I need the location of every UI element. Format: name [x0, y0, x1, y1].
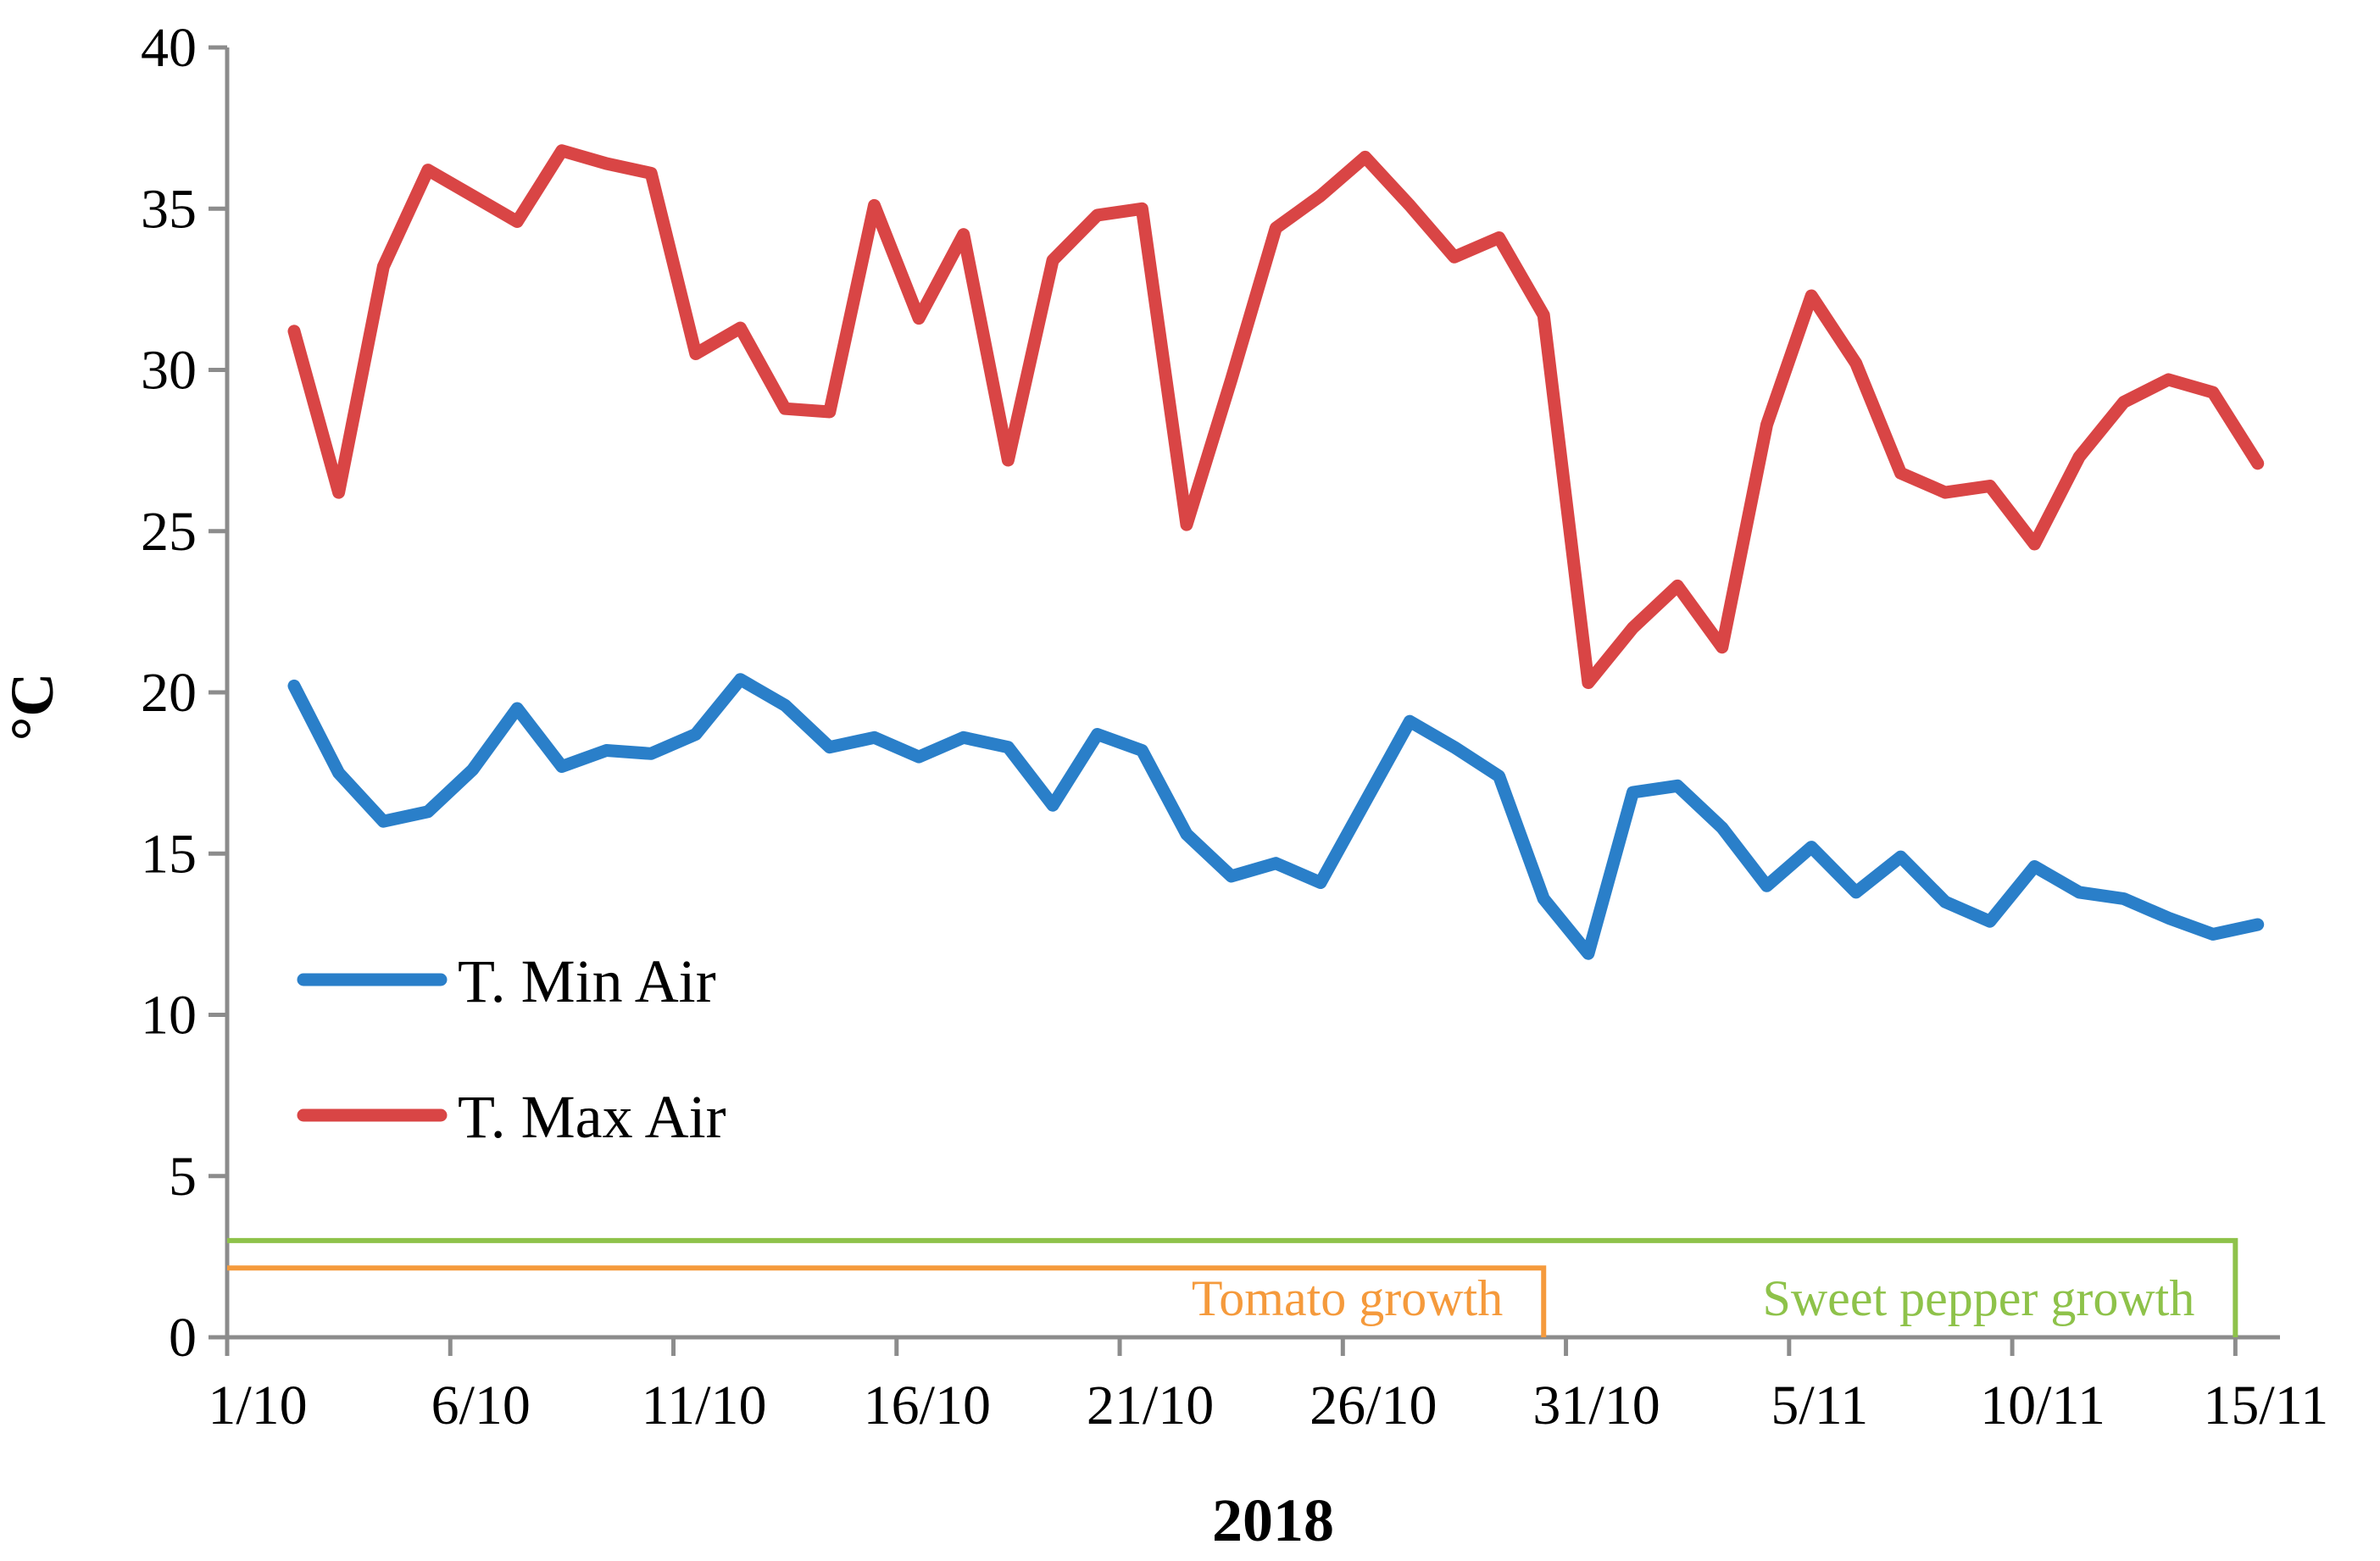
data-series: [287, 144, 2265, 960]
x-tick-label: 16/10: [864, 1375, 991, 1436]
x-ticks: 1/10 6/10 11/10 16/10 21/10 26/10 31/10 5/11 10/…: [208, 1337, 2328, 1436]
y-ticks: 0 5 10 15 20 25 30 35 40: [141, 17, 227, 1369]
x-tick-label: 11/10: [642, 1375, 767, 1436]
y-axis-title: °C: [0, 673, 66, 742]
y-tick-label: 20: [141, 662, 197, 724]
growth-period-label: Tomato growth: [1192, 1270, 1503, 1326]
growth-periods: Tomato growth Sweet pepper growth: [227, 1237, 2238, 1337]
x-tick-label: 10/11: [1980, 1375, 2105, 1436]
x-tick-label: 6/10: [431, 1375, 531, 1436]
x-tick-label: 1/10: [208, 1375, 307, 1436]
x-tick-label: 31/10: [1532, 1375, 1660, 1436]
legend: T. Min Air T. Max Air: [297, 947, 726, 1151]
x-axis-title: 2018: [1212, 1486, 1334, 1554]
y-tick-label: 30: [141, 340, 197, 402]
series-line: [287, 673, 2265, 960]
x-tick-label: 5/11: [1771, 1375, 1868, 1436]
y-tick-label: 40: [141, 17, 197, 79]
legend-label: T. Max Air: [458, 1083, 726, 1151]
series-line: [287, 144, 2265, 690]
legend-label: T. Min Air: [458, 947, 716, 1015]
x-tick-label: 21/10: [1087, 1375, 1214, 1436]
y-tick-label: 15: [141, 823, 197, 885]
y-tick-label: 10: [141, 985, 197, 1047]
growth-period-bracket: [227, 1265, 1547, 1337]
y-tick-label: 35: [141, 178, 197, 240]
y-tick-label: 5: [169, 1146, 197, 1208]
y-tick-label: 25: [141, 501, 197, 563]
growth-period-label: Sweet pepper growth: [1762, 1270, 2194, 1326]
x-tick-label: 26/10: [1310, 1375, 1437, 1436]
x-tick-label: 15/11: [2203, 1375, 2328, 1436]
y-tick-label: 0: [169, 1307, 197, 1369]
growth-period-bracket: [227, 1237, 2238, 1337]
